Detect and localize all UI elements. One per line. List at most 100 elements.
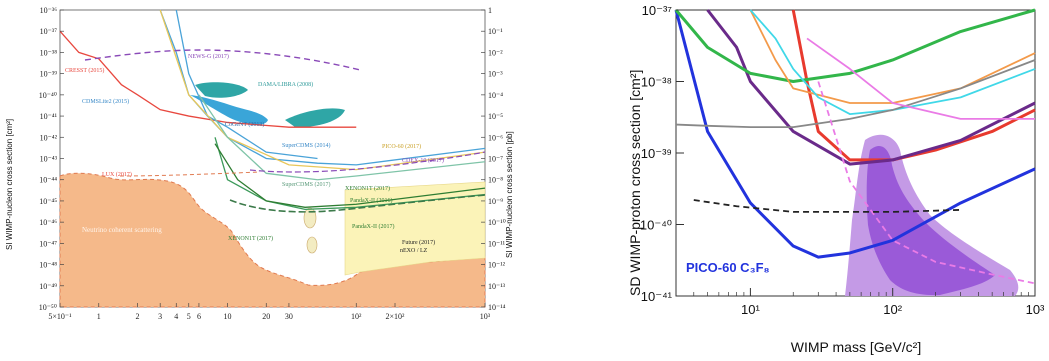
label-newsg: NEWS-G (2017) — [188, 53, 229, 60]
cresst-island-2 — [306, 236, 318, 254]
left-xtick-label: 2×10² — [386, 312, 406, 321]
label-cresst: CRESST (2015) — [65, 67, 104, 74]
right-series-line-5 — [749, 9, 1036, 115]
left-ytick-label: 10⁻⁵⁰ — [39, 303, 57, 312]
right-series-line-7 — [806, 37, 1035, 120]
label-cdex: CDEX-10 (2017) — [402, 157, 444, 164]
label-lux-tail: LUX (2017) — [102, 171, 132, 178]
label-supercdms2017: SuperCDMS (2017) — [282, 181, 331, 188]
left-chart: Neutrino coherent scattering Future (201… — [5, 6, 514, 321]
label-pico: PICO-60 (2017) — [382, 143, 421, 150]
left-ytick-label: 10⁻⁴⁰ — [39, 91, 57, 100]
right-series-line-9 — [693, 199, 961, 213]
left-xtick-label: 5×10⁻¹ — [48, 312, 72, 321]
left-rtick-label: 10⁻³ — [488, 70, 503, 79]
left-rtick-label: 10⁻⁸ — [488, 176, 503, 185]
right-series-line-2 — [706, 9, 1036, 166]
right-xtick-label: 10³ — [1026, 302, 1045, 317]
left-series-line-0 — [59, 30, 357, 128]
left-rtick-label: 10⁻⁷ — [488, 155, 503, 164]
left-ytick-label: 10⁻³⁷ — [40, 27, 58, 36]
left-series-line-5 — [214, 137, 486, 211]
left-xtick-label: 30 — [285, 312, 293, 321]
left-xtick-label: 10² — [351, 312, 362, 321]
right-ytick-label: 10⁻³⁷ — [642, 3, 673, 18]
right-chart: 10¹ 10² 10³ 10⁻³⁷ 10⁻³⁸ 10⁻³⁹ 10⁻⁴⁰ 10⁻⁴¹ PICO-… — [627, 3, 1045, 355]
xenon-dashed-line — [229, 194, 486, 213]
future-label: Future (2017) — [402, 239, 435, 246]
right-xlabel: WIMP mass [GeV/c²] — [791, 339, 921, 355]
left-xtick-label: 10 — [224, 312, 232, 321]
right-ytick-label: 10⁻⁴¹ — [641, 289, 673, 304]
left-ytick-label: 10⁻³⁸ — [40, 48, 58, 57]
label-pandax: PandaX-II (2016) — [350, 197, 393, 204]
left-rtick-label: 10⁻¹² — [488, 261, 506, 270]
label-dama: DAMA/LIBRA (2008) — [258, 81, 313, 88]
right-series-line-6 — [675, 59, 1036, 129]
left-ytick-label: 10⁻⁴⁸ — [39, 261, 57, 270]
left-series-line-6 — [214, 143, 486, 208]
left-rtick-label: 1 — [488, 6, 492, 15]
left-series-line-2 — [175, 9, 486, 166]
right-ytick-label: 10⁻³⁸ — [641, 75, 672, 90]
right-series-line-1 — [791, 9, 1036, 162]
left-axes: 5×10⁻¹ 1 2 3 4 5 6 10 20 30 10² 2×10² 10³ 10⁻³⁶ 10⁻³⁷ 1… — [39, 6, 506, 321]
left-xtick-label: 20 — [262, 312, 270, 321]
left-right-ylabel: SI WIMP-nucleon cross section [pb] — [505, 131, 514, 258]
left-rtick-label: 10⁻⁵ — [488, 112, 503, 121]
dama-blob-2 — [190, 95, 268, 125]
left-rtick-label: 10⁻¹¹ — [488, 239, 506, 248]
left-rtick-label: 10⁻¹ — [488, 27, 503, 36]
left-series-line-4 — [198, 94, 486, 181]
left-ytick-label: 10⁻⁴⁷ — [39, 239, 57, 248]
pico-annotation: PICO-60 C₃F₈ — [686, 260, 770, 275]
right-ylabel: SD WIMP-proton cross section [cm²] — [627, 70, 643, 296]
left-xtick-label: 4 — [174, 312, 178, 321]
label-cdms: CDMSLite2 (2015) — [82, 98, 129, 105]
dama-blob — [195, 82, 248, 98]
left-ytick-label: 10⁻⁴⁹ — [39, 282, 57, 291]
cdex-dashed-line — [249, 151, 486, 173]
left-ytick-label: 10⁻³⁹ — [40, 70, 58, 79]
right-series-line-3 — [674, 8, 1036, 83]
left-ytick-label: 10⁻⁴⁵ — [39, 197, 57, 206]
neutrino-floor-region — [59, 172, 486, 308]
label-pandax2: PandaX-II (2017) — [352, 223, 395, 230]
left-ytick-label: 10⁻⁴¹ — [40, 112, 58, 121]
label-cogent: CoGeNT (2013) — [225, 121, 264, 128]
left-ytick-label: 10⁻⁴⁶ — [39, 218, 57, 227]
left-rtick-label: 10⁻⁹ — [488, 197, 503, 206]
left-xtick-label: 5 — [187, 312, 191, 321]
purple-region-dark — [866, 145, 995, 296]
right-ytick-label: 10⁻³⁹ — [641, 146, 672, 161]
left-ytick-label: 10⁻⁴³ — [40, 155, 58, 164]
left-ytick-label: 10⁻³⁶ — [40, 6, 58, 15]
right-xtick-label: 10² — [883, 302, 902, 317]
left-ylabel: SI WIMP-nucleon cross section [cm²] — [5, 119, 14, 250]
label-superk: SuperCDMS (2014) — [282, 142, 331, 149]
left-ytick-label: 10⁻⁴⁴ — [39, 176, 57, 185]
right-ytick-label: 10⁻⁴⁰ — [640, 218, 672, 233]
left-xtick-label: 1 — [97, 312, 101, 321]
left-rtick-label: 10⁻² — [488, 48, 503, 57]
left-rtick-label: 10⁻⁶ — [488, 133, 503, 142]
neutrino-label: Neutrino coherent scattering — [82, 226, 162, 234]
left-ytick-label: 10⁻⁴² — [40, 133, 58, 142]
right-series-line-0 — [674, 9, 1036, 259]
left-rtick-label: 10⁻¹⁰ — [488, 218, 506, 227]
lux-tail-line — [119, 171, 261, 177]
cogent-blob — [285, 108, 345, 128]
cresst-island — [303, 207, 317, 229]
left-series-group — [59, 9, 486, 213]
right-axes: 10¹ 10² 10³ 10⁻³⁷ 10⁻³⁸ 10⁻³⁹ 10⁻⁴⁰ 10⁻⁴¹ — [640, 3, 1045, 317]
label-xenon1t: XENON1T (2017) — [345, 185, 390, 192]
left-xtick-label: 3 — [158, 312, 162, 321]
left-rtick-label: 10⁻⁴ — [488, 91, 503, 100]
label-xenon-proj: XENON1T (2017) — [228, 235, 273, 242]
left-xtick-label: 2 — [136, 312, 140, 321]
right-xtick-label: 10¹ — [741, 302, 760, 317]
right-series-group — [674, 8, 1036, 285]
future2-label: nEXO / LZ — [400, 248, 428, 254]
right-series-line-8 — [817, 81, 1036, 285]
